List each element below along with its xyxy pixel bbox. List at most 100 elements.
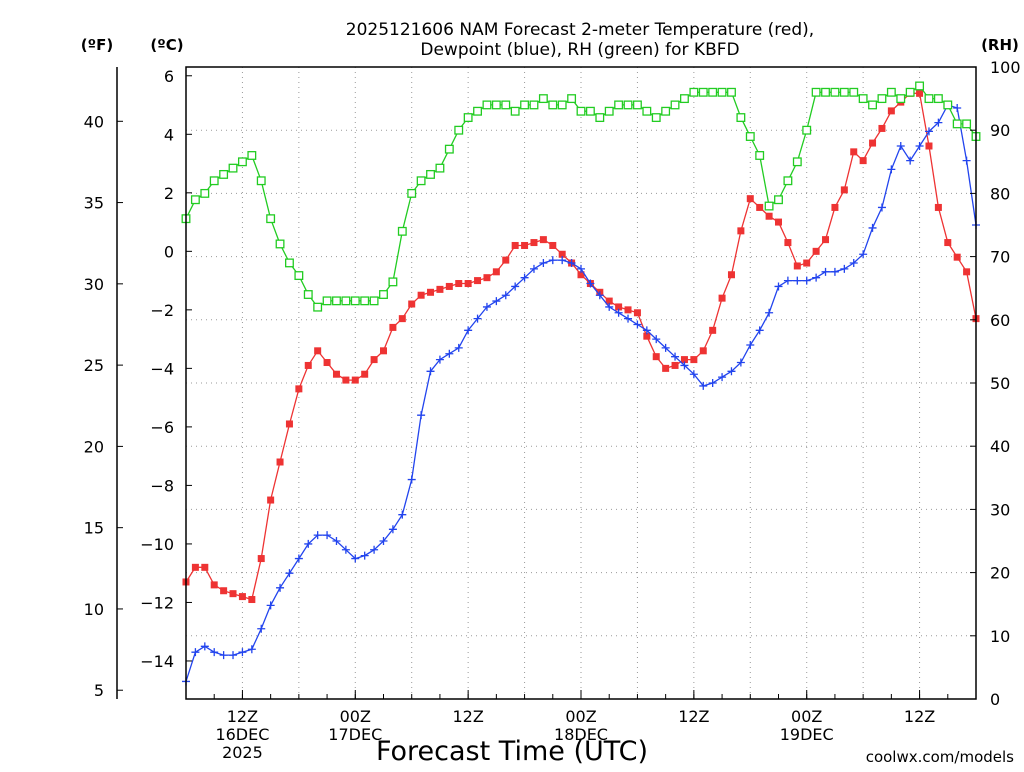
rh-point [332,296,341,306]
temperature-point [869,139,877,147]
celsius-tick-label: 0 [164,242,174,261]
dewpoint-point [727,367,736,376]
dewpoint-point [840,264,849,273]
temperature-point [220,587,228,595]
dewpoint-point [718,373,727,382]
rh-tick-label: 90 [990,121,1010,140]
rh-point [933,94,943,104]
dewpoint-point [473,314,482,323]
rh-point [886,87,896,97]
x-tick-label: 00Z [791,707,822,726]
celsius-tick-label: −10 [140,535,174,554]
temperature-point [605,297,613,305]
temperature-point [718,294,726,302]
x-tick-label: 2025 [222,743,263,762]
fahrenheit-unit-label: (ºF) [81,36,113,54]
dewpoint-point [435,355,444,364]
dewpoint-point [765,308,774,317]
dewpoint-point [567,259,576,268]
x-axis-title: Forecast Time (UTC) [376,736,648,767]
rh-point [322,296,332,306]
temperature-point [229,590,237,598]
dewpoint-point [482,302,491,311]
rh-point [943,100,953,110]
rh-point [849,87,859,97]
temperature-point [332,370,340,378]
rh-point [689,87,699,97]
temperature-point [389,323,397,331]
temperature-point [304,361,312,369]
rh-tick-label: 50 [990,374,1010,393]
rh-point [303,290,313,299]
temperature-point [850,148,858,156]
rh-point [200,188,210,198]
rh-point [435,163,445,173]
rh-point [463,113,473,123]
dewpoint-point [379,537,388,545]
temperature-point [690,356,698,364]
rh-point [510,106,520,116]
dewpoint-point [877,203,886,212]
x-tick-label: 00Z [565,707,596,726]
dewpoint-point [708,379,717,387]
dewpoint-point [830,267,839,276]
dewpoint-point [351,554,360,563]
rh-tick-label: 30 [990,500,1010,519]
dewpoint-point [539,259,548,268]
dewpoint-point [398,510,407,519]
temperature-point [342,376,350,384]
dewpoint-point [934,118,943,127]
rh-point [256,176,266,186]
temperature-point [916,89,924,97]
x-tick-label: 12Z [227,707,258,726]
rh-point [896,94,906,104]
rh-point [764,201,774,211]
dewpoint-point [454,343,463,352]
temperature-point [737,227,745,235]
rh-point [379,290,388,299]
rh-point [285,258,294,268]
temperature-point [859,157,867,165]
rh-point [802,125,812,135]
temperature-point [765,212,773,220]
temperature-point [285,420,293,428]
temperature-point [812,247,820,255]
temperature-point [878,124,886,132]
rh-point [294,271,304,281]
rh-point [783,176,793,186]
temperature-point [267,496,275,504]
rh-tick-label: 100 [990,58,1021,77]
rh-unit-label: (RH) [981,36,1019,54]
rh-point [585,106,595,116]
temperature-point [662,364,670,372]
temperature-point [746,195,754,203]
rh-point [313,302,323,312]
rh-point [360,296,370,306]
temperature-point [521,241,529,249]
celsius-tick-label: 4 [164,125,174,144]
temperature-point [455,280,463,288]
temperature-point [727,271,735,279]
temperature-point [887,107,895,115]
dewpoint-point [304,539,313,548]
rh-point [557,100,567,110]
dewpoint-point [200,642,209,651]
temperature-point [276,458,284,466]
dewpoint-point [266,601,275,610]
x-tick-label: 12Z [904,707,935,726]
dewpoint-point [238,648,247,657]
rh-point [792,157,802,167]
temperature-point [671,361,679,369]
dewpoint-point [558,256,567,265]
dewpoint-point [774,282,783,291]
temperature-point [756,203,764,211]
dewpoint-point [859,250,868,259]
temperature-point [709,326,717,334]
dewpoint-point [548,256,557,265]
rh-point [529,100,539,110]
dewpoint-point [341,545,350,554]
rh-tick-label: 40 [990,437,1010,456]
dewpoint-point [520,273,529,282]
rh-tick-label: 60 [990,311,1010,330]
